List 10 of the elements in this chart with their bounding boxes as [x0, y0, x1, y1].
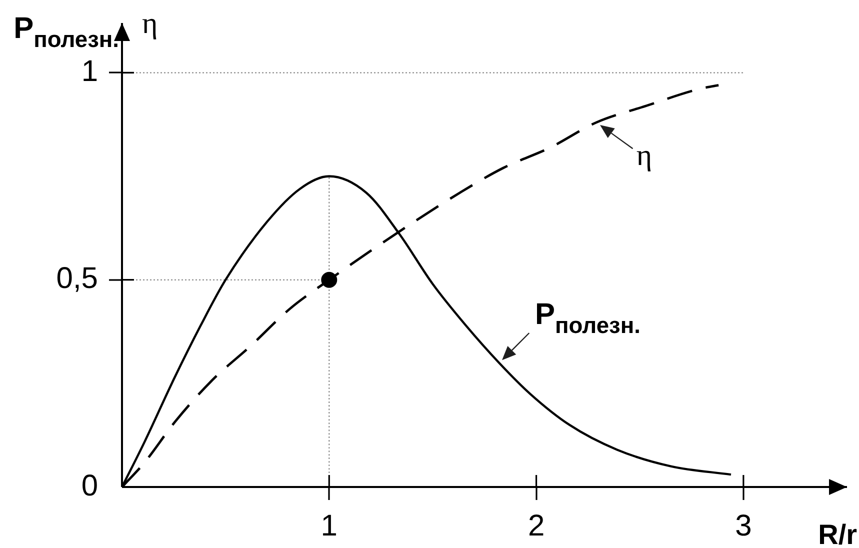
x-tick-label: 2: [528, 509, 545, 542]
y-axis-title: P$_{полезн.}$ η: [14, 7, 158, 52]
series-label: η: [636, 139, 652, 172]
x-tick-label: 3: [735, 509, 752, 542]
x-tick-label: 1: [320, 509, 338, 542]
series-label: P$_{полезн.}$: [535, 298, 640, 338]
x-axis-title: R/r: [818, 519, 857, 548]
y-tick-label: 0: [81, 469, 98, 502]
y-tick-label: 0,5: [56, 262, 98, 296]
y-tick-label: 1: [81, 54, 98, 88]
